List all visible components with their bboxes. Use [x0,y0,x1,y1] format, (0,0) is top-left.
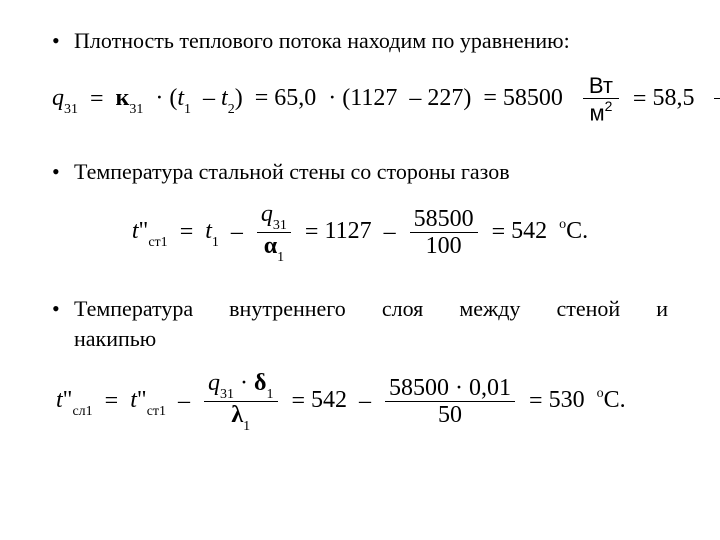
equation-3: t"сл1 = t"ст1 – q31 · δ1 λ1 = 542 – 5850… [52,370,668,433]
eq1-t2-sub: 2 [228,102,235,117]
bullet-marker: • [52,26,74,56]
eq3-unit: С. [604,387,626,413]
bullet-text-3: Температура внутреннего слоя между стено… [74,294,668,354]
eq1-k-sub: 31 [129,102,143,117]
eq2-t1-val: 1127 [324,218,371,244]
eq1-unit-w-den: м [589,100,604,125]
bullet-item-3: • Температура внутреннего слоя между сте… [52,294,668,354]
bullet-marker: • [52,157,74,187]
eq3-tst-val: 542 [311,387,347,413]
bullet-text-2: Температура стальной стены со стороны га… [74,157,668,187]
eq1-unit-w-num: Вт [583,74,619,99]
eq1-result-w: 58500 [503,85,563,111]
equation-1: q31 = к31 · (t1 – t2) = 65,0 · (1127 – 2… [52,74,668,125]
bullet-marker: • [52,294,74,324]
eq1-k-sym: к [116,85,130,111]
eq2-lhs-sym: t [132,218,139,244]
eq1-k-val: 65,0 [274,85,316,111]
eq1-lhs-sym: q [52,85,64,111]
eq2-lhs-sub: ст1 [148,235,167,250]
bullet-text-3-line2: накипью [74,324,668,354]
eq2-t1-sym: t [205,218,212,244]
equation-2: t"ст1 = t1 – q31 α1 = 1127 – 58500 100 =… [52,201,668,264]
document-page: • Плотность теплового потока находим по … [0,0,720,540]
bullet-text-3-line1: Температура внутреннего слоя между стено… [74,296,668,321]
eq1-t2-sym: t [221,85,228,111]
eq2-frac-num: 58500 100 [410,206,478,259]
eq1-lhs-sub: 31 [64,102,78,117]
eq3-frac-num: 58500 · 0,01 50 [385,375,515,428]
eq2-unit: С. [566,218,588,244]
eq1-result-kw: 58,5 [652,85,694,111]
bullet-item-1: • Плотность теплового потока находим по … [52,26,668,56]
eq3-result: 530 [549,387,585,413]
bullet-text-1: Плотность теплового потока находим по ур… [74,26,668,56]
eq1-unit-w: Вт м2 [583,74,619,125]
eq2-t1-sub: 1 [212,235,219,250]
eq3-lhs-sub: сл1 [72,404,92,419]
eq3-lhs-sym: t [56,387,63,413]
eq3-rhs1-sub: ст1 [147,404,166,419]
eq2-result: 542 [511,218,547,244]
eq3-frac-sym: q31 · δ1 λ1 [204,370,277,433]
eq3-rhs1-sym: t [130,387,137,413]
eq1-unit-kw-num: кВт [714,74,720,99]
eq2-frac-sym: q31 α1 [257,201,291,264]
eq1-t1-val: 1127 [350,85,397,111]
eq1-t1-sub: 1 [184,102,191,117]
bullet-item-2: • Температура стальной стены со стороны … [52,157,668,187]
eq1-t2-val: 227 [427,85,463,111]
eq1-unit-kw: кВт м2 [714,74,720,125]
